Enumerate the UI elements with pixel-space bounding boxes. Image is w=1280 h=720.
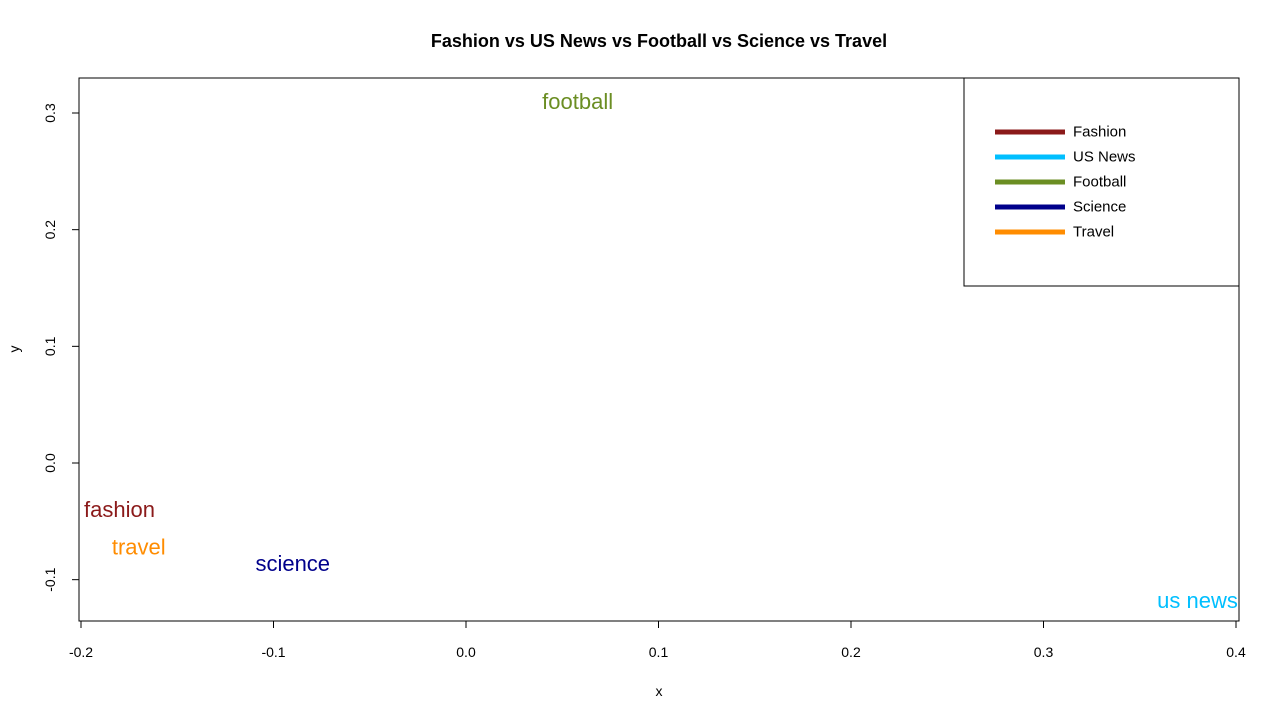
x-tick-label: 0.3 [1034, 644, 1054, 660]
legend-label: Travel [1073, 224, 1114, 241]
point-label-fashion: fashion [84, 497, 155, 522]
y-tick-label: 0.3 [42, 103, 58, 123]
x-axis: -0.2 -0.1 0.0 0.1 0.2 0.3 0.4 [69, 620, 1246, 660]
point-label-science: science [255, 551, 330, 576]
x-tick-label: -0.2 [69, 644, 93, 660]
x-tick-label: 0.2 [841, 644, 861, 660]
point-label-us-news: us news [1157, 588, 1238, 613]
legend: Fashion US News Football Science Travel [963, 77, 1240, 287]
x-tick-label: 0.1 [649, 644, 669, 660]
chart-title: Fashion vs US News vs Football vs Scienc… [431, 31, 887, 51]
x-tick-label: 0.0 [456, 644, 476, 660]
point-label-travel: travel [112, 535, 166, 560]
point-label-football: football [542, 89, 613, 114]
y-tick-label: 0.1 [42, 336, 58, 356]
legend-label: US News [1073, 149, 1136, 166]
legend-label: Football [1073, 174, 1126, 191]
legend-label: Science [1073, 199, 1126, 216]
point-labels: fashion travel science football us news [84, 89, 1238, 613]
y-tick-label: -0.1 [42, 567, 58, 591]
y-axis-label: y [6, 346, 22, 353]
y-tick-label: 0.2 [42, 220, 58, 240]
y-tick-label: 0.0 [42, 453, 58, 473]
x-tick-label: -0.1 [261, 644, 285, 660]
x-tick-label: 0.4 [1226, 644, 1246, 660]
x-axis-label: x [656, 683, 663, 699]
legend-label: Fashion [1073, 124, 1126, 141]
y-axis: -0.1 0.0 0.1 0.2 0.3 [42, 103, 80, 592]
